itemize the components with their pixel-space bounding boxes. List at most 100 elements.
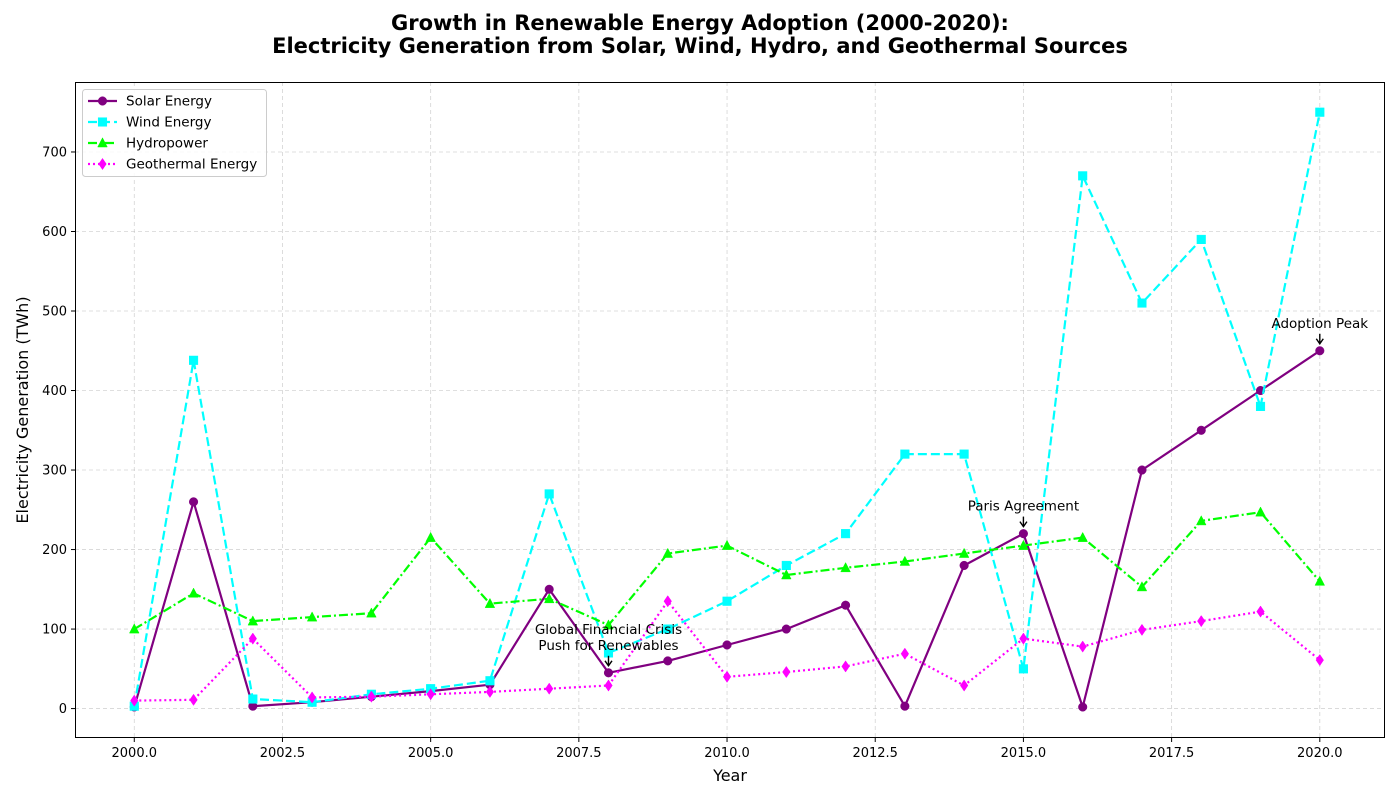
wind-energy-point xyxy=(1137,298,1147,308)
legend-marker xyxy=(97,96,108,106)
hydropower-point xyxy=(1077,531,1088,542)
solar-energy-point xyxy=(722,640,732,650)
grid-lines xyxy=(75,82,1385,738)
wind-energy-point xyxy=(189,355,199,365)
y-tick-label: 700 xyxy=(42,145,67,160)
solar-energy-point xyxy=(663,656,673,666)
hydropower-point xyxy=(425,531,436,542)
hydropower-point xyxy=(188,587,199,598)
chart-title: Growth in Renewable Energy Adoption (200… xyxy=(391,11,1009,35)
geothermal-energy-point xyxy=(189,693,198,706)
geothermal-energy-point xyxy=(1137,623,1147,636)
solar-energy-point xyxy=(1018,529,1028,539)
y-tick-label: 200 xyxy=(42,543,67,558)
hydropower-point xyxy=(840,562,851,573)
legend-marker xyxy=(97,137,108,148)
annotation-text: Paris Agreement xyxy=(968,499,1079,515)
solar-energy-point xyxy=(1315,346,1325,356)
hydropower-point xyxy=(366,607,377,618)
geothermal-energy-point xyxy=(722,670,732,683)
wind-energy-point xyxy=(841,529,851,539)
geothermal-energy-point xyxy=(960,679,969,692)
hydropower-point xyxy=(899,555,911,566)
wind-energy-point xyxy=(663,624,673,634)
annotation-arrowhead xyxy=(1019,521,1028,528)
geothermal-energy-point xyxy=(604,679,613,692)
geothermal-energy-point xyxy=(782,665,791,679)
wind-energy-point xyxy=(1255,401,1266,411)
geothermal-energy-point xyxy=(663,595,672,608)
annotation-arrowhead xyxy=(1315,338,1324,345)
x-axis-label: Year xyxy=(712,766,747,785)
solar-energy-point xyxy=(781,624,791,634)
solar-energy-point xyxy=(841,600,851,610)
wind-energy-point xyxy=(1315,107,1325,117)
wind-energy-point xyxy=(1078,171,1088,181)
y-tick-label: 300 xyxy=(42,464,67,479)
legend-label: Wind Energy xyxy=(126,115,211,131)
solar-energy-point xyxy=(189,497,199,507)
wind-energy-point xyxy=(485,676,495,686)
x-tick-label: 2015.0 xyxy=(1001,746,1047,761)
hydropower-series xyxy=(129,506,1326,634)
hydropower-point xyxy=(484,597,496,608)
geothermal-energy-point xyxy=(248,632,257,645)
x-tick-label: 2017.5 xyxy=(1149,746,1195,761)
legend-marker xyxy=(98,157,107,171)
wind-energy-point xyxy=(544,489,554,499)
legend: Solar Energy Wind Energy Hydropower Geother… xyxy=(82,89,267,177)
legend-label: Solar Energy xyxy=(126,94,212,110)
geothermal-energy-point xyxy=(1197,615,1206,628)
wind-energy-line xyxy=(133,111,1321,707)
hydropower-point xyxy=(1196,515,1207,526)
solar-energy-point xyxy=(959,560,969,571)
x-tick-label: 2000.0 xyxy=(112,746,158,761)
x-tick-label: 2007.5 xyxy=(556,746,602,761)
hydropower-point xyxy=(603,619,614,630)
plot-frame xyxy=(75,82,1385,738)
geothermal-energy-point xyxy=(426,688,435,701)
y-tick-label: 500 xyxy=(42,305,67,320)
x-tick-label: 2020.0 xyxy=(1297,746,1343,761)
wind-energy-point xyxy=(959,449,969,459)
legend-label: Geothermal Energy xyxy=(126,157,257,173)
chart-subtitle: Electricity Generation from Solar, Wind,… xyxy=(272,34,1128,58)
solar-energy-point xyxy=(900,701,910,711)
hydropower-point xyxy=(781,569,792,580)
y-axis-ticks: 0 100 200 300 400 500 600 700 xyxy=(42,145,75,717)
geothermal-energy-point xyxy=(308,691,317,704)
solar-energy-point xyxy=(603,668,614,678)
hydropower-point xyxy=(1018,539,1029,550)
annotation-text: Push for Renewables xyxy=(538,638,678,654)
x-tick-label: 2005.0 xyxy=(408,746,454,761)
legend-entry: Geothermal Energy xyxy=(88,157,257,173)
x-tick-label: 2012.5 xyxy=(852,746,898,761)
annotation-arrowhead xyxy=(604,660,613,668)
geothermal-energy-series xyxy=(130,595,1324,707)
geothermal-energy-point xyxy=(545,682,554,695)
solar-energy-point xyxy=(544,584,554,594)
geothermal-energy-point xyxy=(1315,654,1324,667)
y-axis-label: Electricity Generation (TWh) xyxy=(13,296,32,523)
legend-entry: Wind Energy xyxy=(88,115,211,131)
geothermal-energy-point xyxy=(841,660,850,673)
wind-energy-point xyxy=(722,596,732,606)
hydropower-point xyxy=(1255,506,1266,517)
hydropower-point xyxy=(1314,575,1326,586)
wind-energy-point xyxy=(1196,234,1206,244)
annotation: Adoption Peak xyxy=(1271,316,1368,345)
legend-marker xyxy=(97,117,108,127)
geothermal-energy-point xyxy=(1019,632,1028,645)
geothermal-energy-point xyxy=(130,694,139,707)
solar-energy-point xyxy=(1137,465,1147,475)
geothermal-energy-point xyxy=(900,647,909,660)
annotation-text: Adoption Peak xyxy=(1271,316,1368,332)
geothermal-energy-point xyxy=(485,685,495,698)
hydropower-point xyxy=(662,547,673,558)
geothermal-energy-point xyxy=(1078,640,1087,653)
wind-energy-point xyxy=(1018,664,1028,674)
y-tick-label: 600 xyxy=(42,225,67,240)
